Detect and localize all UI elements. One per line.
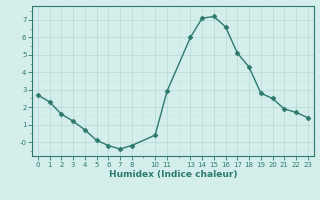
X-axis label: Humidex (Indice chaleur): Humidex (Indice chaleur) <box>108 170 237 179</box>
